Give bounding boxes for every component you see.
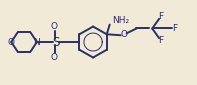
Text: O: O bbox=[50, 53, 57, 62]
Text: O: O bbox=[50, 22, 57, 31]
Text: O: O bbox=[8, 37, 15, 46]
Text: NH₂: NH₂ bbox=[112, 16, 129, 25]
Text: S: S bbox=[52, 36, 59, 49]
Text: F: F bbox=[172, 24, 177, 33]
Text: O: O bbox=[120, 30, 127, 39]
Text: F: F bbox=[159, 12, 164, 21]
Text: N: N bbox=[33, 37, 40, 46]
Text: F: F bbox=[159, 36, 164, 45]
